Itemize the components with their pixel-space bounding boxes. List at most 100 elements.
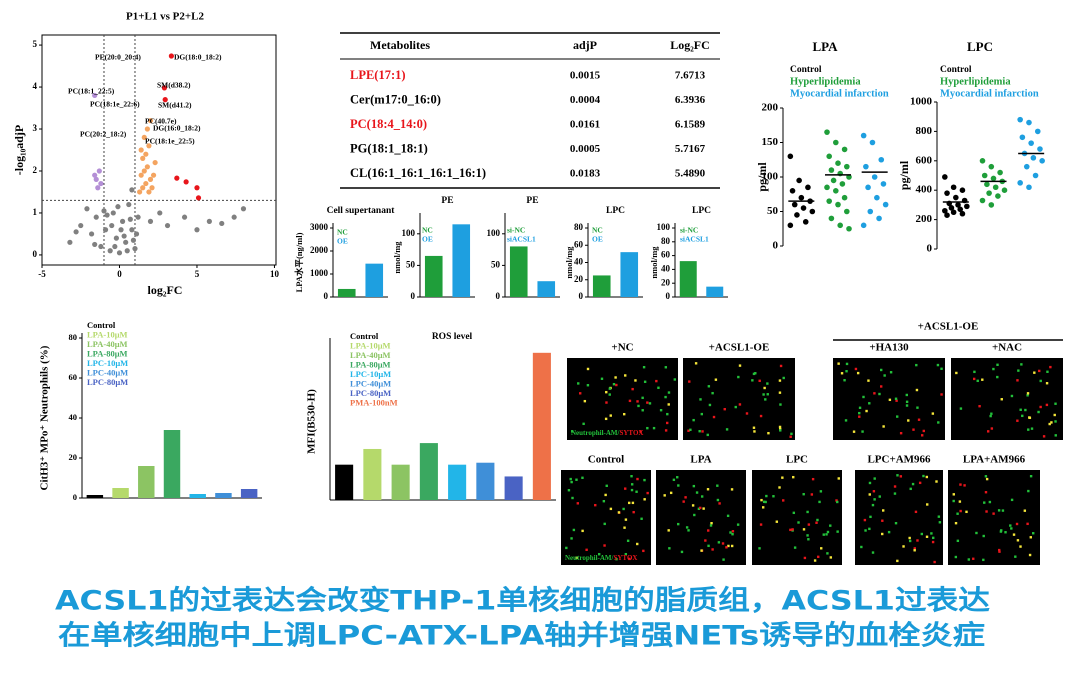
stain-part: Neutrophil-AM/ xyxy=(571,429,621,437)
stain-part: SYTOX xyxy=(613,554,637,562)
cell-dot xyxy=(782,376,785,380)
cell-dot xyxy=(682,500,685,503)
cell-dot xyxy=(605,401,608,404)
point xyxy=(984,181,990,188)
cell-dot xyxy=(667,391,671,394)
cell-dot xyxy=(959,407,963,410)
cell-dot xyxy=(575,478,578,481)
cell-dot xyxy=(664,366,668,369)
y-tick-label: 100 xyxy=(487,228,501,238)
cell-dot xyxy=(631,387,634,391)
cell-dot xyxy=(687,429,690,432)
cell-dot xyxy=(688,380,691,383)
micrograph xyxy=(855,470,943,565)
point xyxy=(826,198,832,204)
stain-part: SYTOX xyxy=(619,429,643,437)
cell-dot xyxy=(630,475,633,478)
cell-dot xyxy=(764,398,767,401)
cell-dot xyxy=(792,511,796,515)
point xyxy=(841,146,848,153)
point xyxy=(835,160,841,166)
y-axis-label: nmol/mg xyxy=(392,241,402,274)
cell-dot xyxy=(781,476,784,479)
cell-dot xyxy=(858,411,861,415)
cell-dot xyxy=(937,515,941,518)
point xyxy=(944,212,950,218)
cell-dot xyxy=(913,549,916,552)
cell-dot xyxy=(931,412,935,415)
cell-dot xyxy=(664,429,668,432)
cell-dot xyxy=(707,529,710,532)
point xyxy=(1026,184,1032,191)
cell-dot xyxy=(894,521,898,525)
cell-dot xyxy=(708,403,712,407)
point xyxy=(828,215,835,222)
cell-dot xyxy=(879,385,883,388)
cell-dot xyxy=(692,418,695,422)
cell-dot xyxy=(940,393,943,396)
cell-dot xyxy=(752,426,756,429)
cell-dot xyxy=(956,539,960,543)
chart-title: PE xyxy=(441,196,453,206)
cell-dot xyxy=(1004,531,1007,534)
point xyxy=(140,155,146,161)
cell-dot xyxy=(1039,405,1042,409)
point xyxy=(964,203,970,210)
cell-dot xyxy=(759,523,763,526)
cell-dot xyxy=(998,550,1001,553)
point xyxy=(147,176,154,182)
cell-dot xyxy=(565,546,568,550)
cell-dot xyxy=(882,425,885,428)
cell-dot xyxy=(918,481,922,485)
cell-dot xyxy=(666,412,669,416)
chart-title: PE xyxy=(526,196,538,206)
point xyxy=(809,208,816,215)
cell-dot xyxy=(1028,416,1031,419)
y-axis-label: -log₁₀adjP xyxy=(12,125,26,176)
cell-dot xyxy=(1014,555,1017,558)
legend-entry: Control xyxy=(940,65,972,75)
cell-dot xyxy=(673,378,677,381)
cell-dot xyxy=(628,557,631,561)
cell-dot xyxy=(648,402,652,405)
cell-dot xyxy=(845,370,848,373)
cell-dot xyxy=(984,491,988,494)
point xyxy=(183,179,189,185)
cell-dot xyxy=(958,500,962,503)
cell-dot xyxy=(666,421,669,425)
cell-dot xyxy=(709,524,713,527)
chart-title: ROS level xyxy=(432,332,473,342)
point xyxy=(959,187,966,193)
point xyxy=(844,208,850,215)
cell-dot xyxy=(806,510,809,514)
cell-dot xyxy=(975,531,978,535)
cell-dot xyxy=(915,388,919,392)
legend-entry: siACSL1 xyxy=(507,235,536,244)
cell-dot xyxy=(792,475,795,479)
cell-dot xyxy=(636,477,639,481)
cell-dot xyxy=(716,484,719,487)
cell-dot xyxy=(1046,370,1049,373)
cell-dot xyxy=(731,533,734,536)
cell-dot xyxy=(687,529,690,532)
cell-dot xyxy=(1048,422,1051,426)
cell-dot xyxy=(1026,394,1029,397)
point xyxy=(95,185,101,191)
bar xyxy=(592,275,611,297)
legend-entry: Control xyxy=(87,320,116,330)
cell-dot xyxy=(752,372,756,376)
chart-title: P1+L1 vs P2+L2 xyxy=(126,11,204,23)
annotation: DG(16:0_18:2) xyxy=(153,124,201,133)
cell-dot xyxy=(652,426,656,430)
point xyxy=(950,184,957,191)
legend-entry: NC xyxy=(592,226,603,235)
y-tick-label: 0 xyxy=(927,243,933,255)
cell-dot xyxy=(655,379,658,383)
cell-dot xyxy=(668,547,671,550)
point xyxy=(1019,134,1026,141)
cell-dot xyxy=(829,524,832,527)
point xyxy=(986,190,992,196)
cell-dot xyxy=(766,393,769,396)
point xyxy=(805,184,811,191)
cell-dot xyxy=(1015,522,1019,526)
